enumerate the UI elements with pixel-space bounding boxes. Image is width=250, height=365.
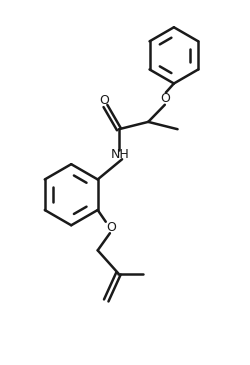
Text: O: O	[99, 94, 109, 107]
Text: O: O	[160, 92, 170, 105]
Text: O: O	[106, 220, 116, 234]
Text: NH: NH	[111, 149, 130, 161]
